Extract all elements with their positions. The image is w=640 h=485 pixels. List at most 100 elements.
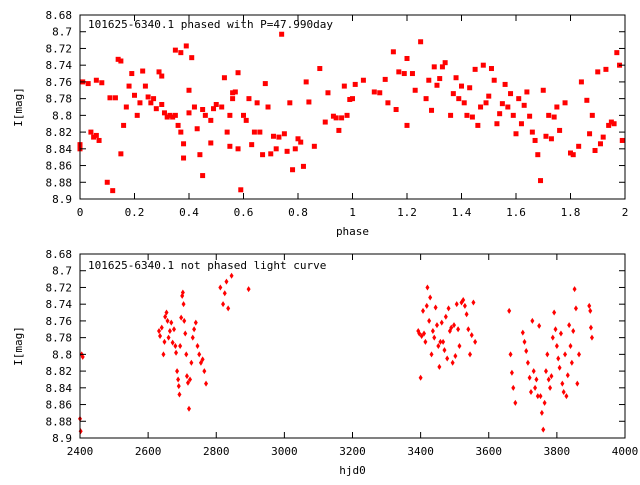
unphased-data-point [556, 355, 561, 362]
phased-x-tick-label: 1.4 [452, 206, 472, 219]
unphased-data-point [204, 380, 209, 387]
phased-data-point [352, 81, 358, 87]
phased-data-point [281, 131, 287, 137]
phased-data-point [186, 87, 192, 93]
unphased-data-point [546, 376, 551, 383]
phased-data-point [524, 89, 530, 95]
phased-data-point [284, 148, 290, 154]
unphased-data-point [424, 302, 429, 309]
unphased-data-point [452, 322, 457, 329]
phased-data-point [478, 104, 484, 110]
phased-data-point [191, 104, 197, 110]
phased-data-point [159, 73, 165, 79]
unphased-y-tick-label: 8.78 [46, 332, 73, 345]
unphased-data-point [438, 338, 443, 345]
unphased-data-point [537, 322, 542, 329]
phased-data-point [371, 89, 377, 95]
phased-data-point [448, 112, 454, 118]
unphased-data-point [422, 330, 427, 337]
unphased-data-point [180, 289, 185, 296]
phased-data-point [450, 91, 456, 97]
phased-data-point [145, 94, 151, 100]
phased-y-tick-label: 8.9 [52, 193, 72, 206]
phased-y-tick-label: 8.72 [46, 42, 73, 55]
phased-data-point [156, 69, 162, 75]
unphased-data-point [550, 334, 555, 341]
unphased-data-point [165, 317, 170, 324]
phased-data-point [600, 134, 606, 140]
phased-data-point [341, 83, 347, 89]
unphased-y-tick-label: 8.72 [46, 281, 73, 294]
phased-data-point [499, 101, 505, 107]
unphased-data-point [174, 349, 179, 356]
phased-data-point [529, 129, 535, 135]
unphased-data-point [571, 327, 576, 334]
phased-data-point [423, 96, 429, 102]
phased-data-point [249, 142, 255, 148]
phased-data-point [480, 62, 486, 68]
unphased-data-point [443, 313, 448, 320]
unphased-data-point [182, 317, 187, 324]
phased-x-tick-label: 0.4 [179, 206, 199, 219]
phased-data-point [298, 139, 304, 145]
unphased-data-point [430, 327, 435, 334]
phased-data-point [469, 114, 475, 120]
phased-data-point [227, 143, 233, 149]
unphased-data-point [185, 379, 190, 386]
unphased-data-point [433, 304, 438, 311]
phased-y-tick-label: 8.8 [52, 109, 72, 122]
unphased-data-point [563, 351, 568, 358]
phased-data-point [230, 96, 236, 102]
unphased-data-point [473, 338, 478, 345]
unphased-data-point [577, 351, 582, 358]
unphased-data-point [175, 368, 180, 375]
phased-data-point [270, 133, 276, 139]
unphased-data-point [177, 391, 182, 398]
phased-data-point [110, 188, 116, 194]
phased-data-point [516, 96, 522, 102]
phased-data-point [118, 58, 124, 64]
phased-data-point [129, 71, 135, 77]
unphased-data-point [554, 343, 559, 349]
unphased-y-tick-label: 8.86 [46, 399, 73, 412]
phased-data-point [208, 140, 214, 146]
phased-y-tick-label: 8.84 [46, 143, 73, 156]
unphased-y-tick-label: 8.82 [46, 365, 73, 378]
unphased-data-point [531, 368, 536, 375]
unphased-data-point [202, 368, 207, 375]
phased-data-point [344, 112, 350, 118]
phased-data-point [93, 77, 99, 83]
phased-data-point [350, 96, 355, 102]
phased-data-point [557, 127, 563, 133]
unphased-data-point [567, 322, 572, 329]
phased-data-point [202, 112, 208, 118]
unphased-data-point [419, 332, 424, 339]
phased-data-point [153, 106, 159, 112]
unphased-data-point [513, 399, 518, 406]
phased-data-point [132, 92, 137, 98]
unphased-data-point [434, 322, 439, 329]
phased-data-point [461, 100, 467, 106]
phased-data-point [178, 129, 184, 135]
phased-data-point [554, 104, 560, 110]
unphased-data-point [525, 359, 530, 366]
phased-data-point [491, 77, 497, 83]
unphased-data-point [167, 327, 172, 334]
unphased-light-curve-panel: 2400 2600 2800 3000 3200 3400 3600 3800 4000 8.68… [12, 248, 638, 477]
phased-data-point [595, 69, 601, 75]
phased-data-point [257, 129, 263, 135]
unphased-x-tick-label: 3600 [476, 445, 503, 458]
phased-y-axis-label: I[mag] [12, 87, 25, 127]
phased-data-point [91, 134, 97, 140]
unphased-data-point [530, 317, 535, 324]
phased-data-point [96, 137, 102, 143]
phased-data-point [172, 112, 178, 118]
phased-data-point [606, 122, 612, 128]
phased-x-tick-label: 1.2 [397, 206, 417, 219]
unphased-x-tick-label: 2600 [135, 445, 162, 458]
unphased-data-point [466, 326, 471, 333]
unphased-data-point [464, 311, 469, 318]
phased-data-point [85, 81, 91, 87]
unphased-data-point [573, 305, 578, 312]
phased-data-point [175, 122, 181, 128]
